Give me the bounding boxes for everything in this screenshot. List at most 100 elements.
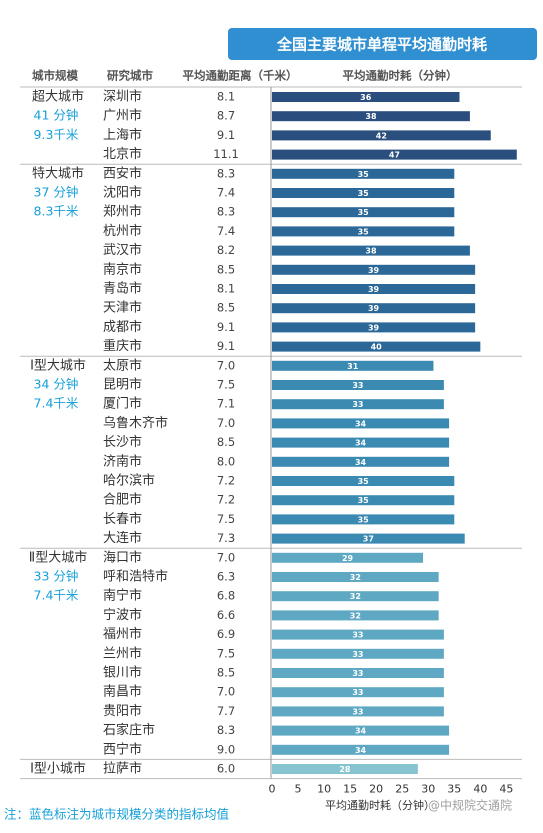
- bar-label: 35: [358, 170, 370, 179]
- x-axis-label: 平均通勤时耗（分钟）: [325, 798, 435, 812]
- distance: 7.3: [217, 531, 235, 545]
- distance: 8.2: [217, 243, 235, 257]
- city-name: 西宁市: [103, 741, 142, 757]
- city-name: 海口市: [103, 549, 142, 565]
- distance: 9.1: [217, 320, 235, 334]
- bar-label: 32: [350, 592, 361, 601]
- x-tick-label: 15: [343, 783, 357, 796]
- city-name: 天津市: [103, 300, 142, 316]
- bar: [272, 668, 444, 678]
- bar-label: 29: [342, 554, 354, 563]
- bar: [272, 476, 455, 486]
- bar-label: 33: [352, 400, 363, 409]
- bar: [272, 533, 465, 544]
- bar-label: 34: [355, 458, 367, 467]
- bar: [272, 456, 450, 467]
- bar: [272, 207, 455, 218]
- bar-label: 35: [358, 477, 370, 486]
- x-tick-label: 30: [421, 783, 435, 796]
- city-name: 武汉市: [103, 242, 142, 258]
- city-name: 西安市: [103, 165, 142, 181]
- bar: [272, 245, 470, 256]
- bar-label: 33: [352, 650, 363, 659]
- city-name: 哈尔滨市: [103, 473, 155, 489]
- distance: 11.1: [213, 147, 239, 161]
- distance: 8.0: [217, 454, 235, 468]
- bar: [272, 437, 450, 448]
- bar-label: 28: [339, 765, 351, 774]
- bar: [272, 648, 444, 659]
- x-tick-label: 5: [295, 783, 302, 796]
- group-avg-time: 41 分钟: [34, 108, 79, 123]
- group-avg-distance: 8.3千米: [34, 204, 79, 219]
- x-tick-label: 40: [473, 783, 487, 796]
- bar: [272, 149, 517, 160]
- bar-label: 31: [347, 362, 359, 371]
- bar-label: 33: [352, 669, 363, 678]
- group-name: Ⅰ型大城市: [30, 357, 86, 373]
- bar-label: 36: [360, 93, 372, 102]
- city-name: 宁波市: [103, 607, 142, 623]
- distance: 7.0: [217, 550, 235, 564]
- bar-label: 33: [352, 688, 363, 697]
- city-name: 昆明市: [103, 377, 142, 393]
- city-name: 南昌市: [103, 684, 142, 700]
- city-name: 北京市: [103, 146, 142, 162]
- city-name: 拉萨市: [103, 761, 142, 777]
- city-name: 南京市: [103, 261, 142, 277]
- bar-label: 33: [352, 631, 363, 640]
- bar-label: 39: [368, 266, 380, 275]
- city-name: 石家庄市: [103, 722, 155, 738]
- bar-label: 33: [352, 381, 363, 390]
- distance: 7.5: [217, 512, 235, 526]
- group-avg-time: 34 分钟: [34, 377, 79, 392]
- city-name: 济南市: [103, 453, 142, 469]
- distance: 7.0: [217, 685, 235, 699]
- city-name: 长沙市: [103, 434, 142, 450]
- distance: 7.5: [217, 378, 235, 392]
- distance: 7.0: [217, 416, 235, 430]
- distance: 6.0: [217, 762, 235, 776]
- city-name: 长春市: [103, 511, 142, 527]
- city-name: 青岛市: [103, 281, 142, 297]
- bar-label: 39: [368, 285, 380, 294]
- bar: [272, 130, 491, 141]
- bar: [272, 226, 455, 237]
- bar: [272, 284, 476, 294]
- bar: [272, 360, 434, 371]
- group-avg-distance: 9.3千米: [34, 127, 79, 142]
- bar: [272, 706, 444, 717]
- distance: 8.3: [217, 205, 235, 219]
- column-header: 城市规模: [32, 69, 78, 83]
- distance: 8.3: [217, 166, 235, 180]
- city-name: 广州市: [103, 108, 142, 124]
- city-name: 贵阳市: [103, 703, 142, 719]
- x-tick-label: 25: [395, 783, 409, 796]
- bar: [272, 380, 444, 390]
- distance: 8.5: [217, 262, 235, 276]
- city-name: 重庆市: [103, 338, 142, 354]
- distance: 7.2: [217, 474, 235, 488]
- bar: [272, 92, 460, 102]
- distance: 6.6: [217, 608, 235, 622]
- distance: 7.5: [217, 646, 235, 660]
- city-name: 沈阳市: [103, 185, 142, 201]
- city-name: 深圳市: [103, 89, 142, 105]
- bar: [272, 725, 450, 736]
- bar-label: 35: [358, 208, 370, 217]
- bar: [272, 764, 418, 774]
- bar: [272, 111, 470, 122]
- bar: [272, 552, 424, 563]
- bar-label: 32: [350, 611, 361, 620]
- bar-label: 35: [358, 227, 370, 236]
- city-name: 呼和浩特市: [103, 569, 168, 585]
- bar: [272, 610, 439, 621]
- city-name: 厦门市: [103, 396, 142, 412]
- bar-label: 33: [352, 707, 363, 716]
- column-header: 研究城市: [107, 69, 153, 83]
- group-name: 超大城市: [32, 89, 84, 105]
- group-avg-time: 37 分钟: [34, 185, 79, 200]
- city-name: 大连市: [103, 530, 142, 546]
- distance: 7.1: [217, 397, 235, 411]
- distance: 8.5: [217, 666, 235, 680]
